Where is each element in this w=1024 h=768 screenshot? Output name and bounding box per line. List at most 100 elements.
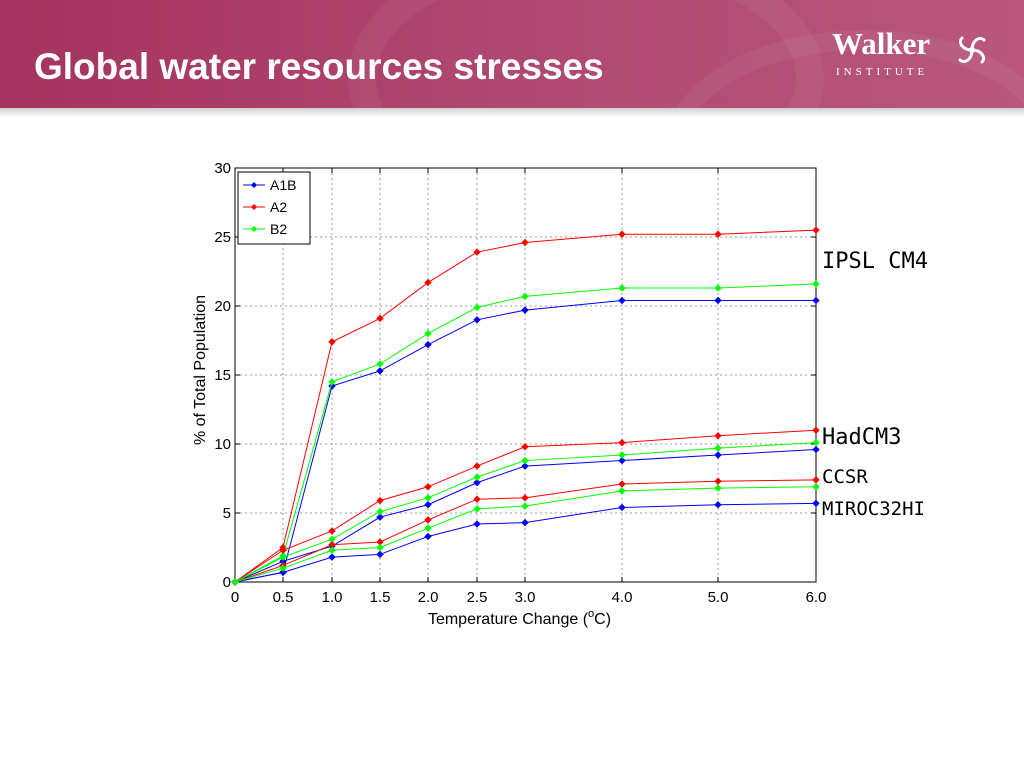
series-line-a2 [234, 229, 817, 583]
data-point [714, 444, 722, 452]
data-point [714, 451, 722, 459]
data-point [424, 278, 432, 287]
data-point [618, 284, 626, 292]
data-point [424, 524, 432, 532]
data-point [328, 378, 336, 386]
x-tick-label: 2.0 [418, 589, 439, 606]
series-line-a2 [234, 479, 817, 583]
data-point [812, 476, 820, 484]
data-point [424, 532, 432, 541]
y-axis-label: % of Total Population [192, 295, 209, 445]
data-point [812, 438, 820, 447]
data-point [473, 316, 481, 324]
data-point [618, 296, 626, 305]
data-point [618, 230, 626, 238]
x-tick-label: 1.0 [322, 589, 343, 606]
data-point [473, 248, 481, 256]
data-point [473, 473, 481, 481]
data-point [376, 314, 384, 323]
series-line-a2 [234, 429, 817, 583]
data-point [376, 507, 384, 516]
legend-swatch-marker [251, 226, 257, 232]
data-point [328, 527, 336, 535]
data-point [618, 451, 626, 459]
slide-title: Global water resources stresses [34, 46, 604, 87]
legend-entry: A2 [270, 199, 287, 215]
data-point [376, 513, 384, 521]
data-point [812, 280, 820, 288]
series-line-b2 [234, 283, 817, 583]
data-point [376, 496, 384, 505]
x-tick-label: 0.5 [273, 589, 294, 606]
data-point [812, 499, 820, 508]
data-point [618, 456, 626, 465]
y-tick-label: 15 [214, 367, 231, 384]
data-point [376, 367, 384, 375]
data-point [424, 483, 432, 491]
data-point [231, 578, 239, 586]
data-point [279, 568, 287, 577]
data-point [521, 306, 529, 314]
series-line-b2 [234, 486, 817, 583]
x-axis-label: Temperature Change (oC) [428, 608, 611, 628]
x-tick-label: 4.0 [612, 589, 633, 606]
data-point [714, 477, 722, 485]
model-label-ipsl: IPSL CM4 [822, 249, 928, 274]
x-tick-label: 6.0 [806, 589, 827, 606]
data-point [376, 360, 384, 368]
data-point [714, 501, 722, 509]
legend-entry: B2 [270, 221, 287, 237]
data-point [424, 501, 432, 509]
model-label-hadcm3: HadCM3 [822, 425, 902, 450]
x-tick-label: 3.0 [515, 589, 536, 606]
header-shadow [0, 108, 1024, 118]
model-label-ccsr: CCSR [822, 466, 868, 488]
data-point [521, 292, 529, 301]
data-point [473, 505, 481, 513]
data-point [812, 296, 820, 305]
data-point [328, 546, 336, 554]
walker-institute-logo: Walker INSTITUTE [832, 26, 1002, 86]
data-point [714, 296, 722, 305]
legend: A1B A2 B2 [237, 171, 311, 245]
swirl-logo-icon [958, 36, 986, 64]
data-point [473, 520, 481, 528]
data-point [618, 487, 626, 495]
data-point [473, 462, 481, 470]
x-tick-label: 0 [231, 589, 239, 606]
data-point [424, 516, 432, 524]
series-line-a1b [234, 299, 816, 583]
data-point [279, 553, 287, 561]
y-tick-label: 20 [214, 298, 231, 315]
data-point [521, 494, 529, 502]
x-axis: 0 0.5 1.0 1.5 2.0 2.5 3.0 4.0 5.0 6.0 [231, 168, 827, 606]
series-group [231, 226, 820, 586]
data-point [424, 494, 432, 502]
data-point [618, 438, 626, 447]
data-point [473, 495, 481, 503]
data-point [376, 543, 384, 552]
x-tick-label: 1.5 [370, 589, 391, 606]
series-line-a1b [234, 449, 817, 583]
logo-wordmark: Walker [832, 26, 931, 61]
data-point [473, 478, 481, 487]
legend-box [237, 171, 311, 245]
legend-swatch-marker [251, 182, 257, 188]
slide-header: Global water resources stresses Walker I… [0, 0, 1024, 108]
data-point [328, 338, 336, 346]
data-point [714, 230, 722, 238]
legend-entry: A1B [270, 177, 296, 193]
y-tick-label: 5 [223, 505, 231, 522]
series-line-a1b [234, 502, 817, 583]
data-point [812, 483, 820, 491]
data-point [424, 340, 432, 349]
data-point [279, 564, 287, 572]
legend-swatch-marker [251, 204, 257, 210]
y-tick-label: 30 [214, 160, 231, 177]
data-point [812, 445, 820, 454]
data-point [714, 432, 722, 440]
data-point [521, 518, 529, 527]
data-point [473, 303, 481, 312]
y-tick-label: 10 [214, 436, 231, 453]
